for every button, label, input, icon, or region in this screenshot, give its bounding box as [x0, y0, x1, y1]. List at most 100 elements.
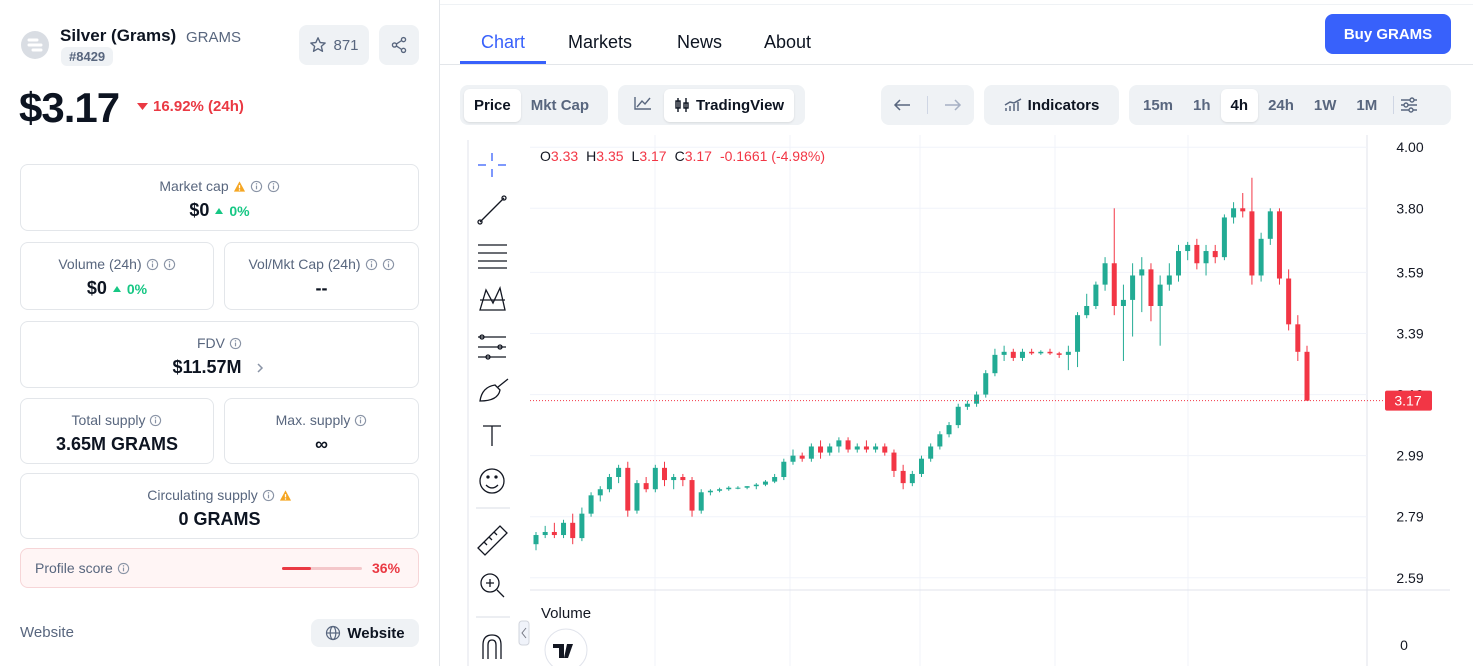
interval-option[interactable]: 1M	[1356, 96, 1378, 114]
settings-icon[interactable]	[1400, 97, 1418, 113]
candle-body	[762, 481, 768, 485]
candle-body	[1240, 208, 1246, 212]
info-icon[interactable]	[117, 562, 130, 575]
stat-label: Max. supply	[275, 412, 351, 428]
stat-change: 0%	[126, 280, 148, 297]
buy-button[interactable]: Buy GRAMS	[1325, 14, 1451, 54]
candle-body	[726, 487, 732, 490]
trend-line-tool[interactable]	[477, 195, 507, 225]
tab[interactable]: Markets	[568, 32, 633, 52]
magnet-tool[interactable]	[482, 634, 502, 659]
candle-body	[1221, 217, 1227, 258]
candle-body	[1102, 263, 1108, 285]
tab[interactable]: About	[764, 32, 812, 52]
stat-value: ∞	[315, 434, 328, 454]
interval-option[interactable]: 1h	[1193, 96, 1211, 114]
info-icon[interactable]	[365, 258, 378, 271]
candle-body	[863, 446, 869, 450]
candle-body	[561, 522, 567, 536]
brush-tool[interactable]	[479, 378, 509, 402]
y-tick-label: 2.99	[1396, 448, 1423, 464]
candle-body	[909, 473, 915, 484]
candle-body	[662, 467, 667, 481]
candle-body	[964, 403, 970, 407]
drawing-tools	[476, 153, 510, 659]
watchlist-button[interactable]: 871	[299, 25, 369, 65]
interval-selector: 15m 1h 4h 24h 1W 1M	[1129, 85, 1451, 125]
line-chart-option[interactable]	[622, 88, 664, 122]
y-tick-label: 3.59	[1396, 264, 1423, 280]
collapse-handle[interactable]	[518, 620, 530, 646]
watchlist-count: 871	[333, 36, 359, 54]
indicators-label: Indicators	[1027, 96, 1100, 114]
candle-body	[588, 495, 594, 514]
stat-value-row: ∞	[225, 434, 418, 455]
candle-body	[744, 486, 750, 488]
interval-option[interactable]: 4h	[1220, 88, 1259, 122]
legend-change: -0.1661 (-4.98%)	[720, 148, 825, 164]
info-icon[interactable]	[163, 258, 176, 271]
zoom-tool[interactable]	[480, 573, 505, 598]
interval-option[interactable]: 15m	[1143, 96, 1174, 114]
info-icon[interactable]	[382, 258, 395, 271]
candle-body	[616, 467, 622, 478]
candle-body	[882, 446, 888, 453]
info-icon[interactable]	[250, 180, 263, 193]
indicators-icon	[1004, 98, 1022, 111]
data-type-option[interactable]: Mkt Cap	[530, 96, 590, 114]
candle-body	[799, 455, 805, 459]
text-tool[interactable]	[483, 425, 501, 446]
candle-body	[781, 461, 787, 478]
website-button[interactable]: Website	[311, 619, 419, 647]
stat-card[interactable]: FDV $11.57M	[20, 321, 419, 388]
data-type-option[interactable]: Price	[464, 88, 521, 122]
interval-option[interactable]: 1W	[1313, 96, 1337, 114]
tab[interactable]: Chart	[481, 32, 526, 52]
tab[interactable]: News	[677, 32, 723, 52]
interval-option[interactable]: 24h	[1268, 96, 1294, 114]
indicators-button[interactable]: Indicators	[984, 85, 1119, 125]
candle-body	[625, 467, 631, 511]
stat-value-row: $0 0%	[21, 278, 213, 299]
forward-arrow[interactable]	[944, 98, 962, 112]
candle-body	[974, 394, 980, 404]
back-arrow[interactable]	[893, 98, 911, 112]
candle-body	[1203, 251, 1209, 264]
candle-body	[652, 467, 658, 490]
stat-value: $0	[189, 200, 210, 220]
ruler-tool[interactable]	[477, 525, 508, 556]
info-icon[interactable]	[354, 414, 367, 427]
candle-body	[1304, 351, 1310, 401]
candle-body	[1176, 251, 1181, 276]
candle-body	[1075, 315, 1081, 352]
line-chart-icon	[634, 97, 651, 110]
candle-body	[827, 446, 833, 453]
info-icon[interactable]	[146, 258, 159, 271]
candle-body	[735, 487, 741, 489]
info-icon[interactable]	[229, 337, 242, 350]
candle-body	[1194, 244, 1200, 264]
fib-tool[interactable]	[478, 244, 507, 269]
candle-body	[845, 440, 851, 450]
info-icon[interactable]	[267, 180, 280, 193]
stat-card: Volume (24h) $0 0%	[20, 242, 214, 310]
emoji-tool[interactable]	[479, 468, 505, 494]
pattern-tool[interactable]	[479, 286, 506, 311]
candle-body	[1047, 351, 1053, 354]
tradingview-option[interactable]: TradingView	[664, 88, 795, 122]
volume-tick-label: 0	[1400, 637, 1408, 653]
warning-icon	[233, 180, 246, 193]
info-icon[interactable]	[149, 414, 162, 427]
forecast-tool[interactable]	[478, 334, 506, 360]
stat-label-row: Volume (24h)	[21, 256, 213, 272]
collapse-chevron	[521, 627, 527, 639]
info-icon[interactable]	[262, 489, 275, 502]
stat-card: Vol/Mkt Cap (24h) --	[224, 242, 419, 310]
legend-open: 3.33	[551, 148, 578, 164]
share-button[interactable]	[379, 25, 419, 65]
score-track	[282, 567, 362, 570]
stat-label-row: Market cap	[21, 178, 418, 194]
stat-value-row: 3.65M GRAMS	[21, 434, 213, 455]
legend-high-label: H	[586, 148, 596, 164]
crosshair-tool[interactable]	[478, 153, 506, 177]
